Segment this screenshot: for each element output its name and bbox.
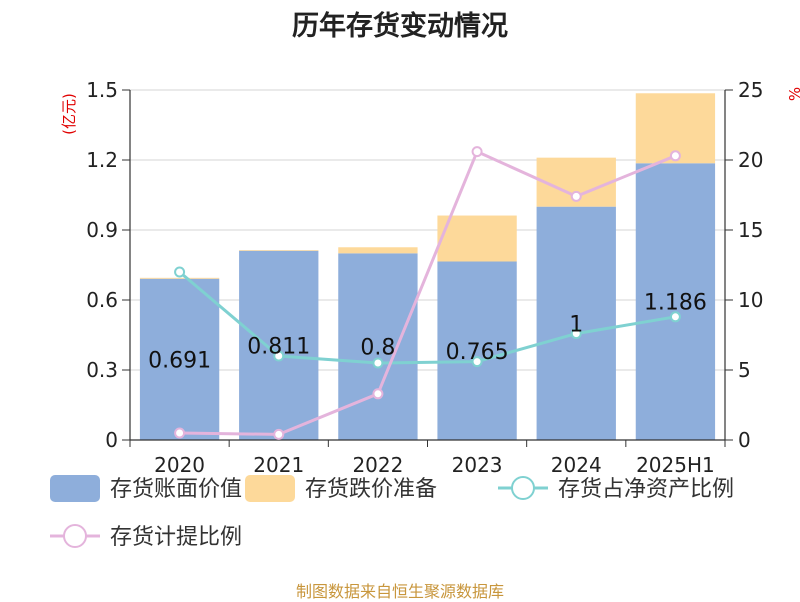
y-left-tick-label: 0.6	[86, 288, 118, 312]
y-left-unit: (亿元)	[60, 93, 78, 135]
point-net-asset-ratio	[471, 356, 483, 368]
point-provision-ratio	[372, 388, 384, 400]
bar-impairment	[139, 277, 220, 279]
y-right-tick-label: 0	[738, 428, 751, 452]
legend-swatch	[245, 475, 295, 502]
point-provision-ratio	[471, 146, 483, 158]
point-provision-ratio	[669, 150, 681, 162]
line-provision-ratio	[179, 149, 676, 436]
point-net-asset-ratio	[570, 328, 582, 340]
point-net-asset-ratio	[669, 311, 681, 323]
legend-marker	[511, 476, 535, 500]
bar-layer	[139, 93, 716, 440]
source-note: 制图数据来自恒生聚源数据库	[295, 582, 504, 601]
legend-label: 存货跌价准备	[305, 477, 437, 502]
data-label: 0.691	[148, 348, 211, 373]
bar-impairment	[239, 250, 319, 251]
data-label: 0.8	[360, 336, 395, 361]
axis-layer: 0 0.3 0.6 0.9 1.2 1.5 0 5 10 15 20 25 2020 2021 2022 20…	[60, 78, 800, 477]
point-provision-ratio	[174, 427, 186, 439]
line-net-asset-ratio	[178, 270, 676, 365]
bar-book-value	[239, 250, 319, 440]
x-tick-label: 2022	[352, 453, 403, 477]
label-layer: 0.691 0.811 0.8 0.765 1 1.186	[148, 291, 707, 374]
y-left-tick-label: 1.2	[86, 148, 118, 172]
y-right-unit: %	[786, 87, 800, 101]
x-tick-label: 2020	[154, 453, 205, 477]
bar-book-value	[338, 253, 418, 440]
y-right-tick-label: 10	[738, 288, 763, 312]
y-left-tick-label: 1.5	[86, 78, 118, 102]
y-left-tick-label: 0	[105, 428, 118, 452]
bar-book-value	[635, 163, 716, 440]
legend-marker	[63, 524, 87, 548]
x-tick-label: 2025H1	[636, 453, 715, 477]
point-provision-ratio	[570, 190, 582, 202]
chart-title: 历年存货变动情况	[292, 11, 508, 42]
y-left-tick-label: 0.3	[86, 358, 118, 382]
legend-label: 存货占净资产比例	[558, 477, 734, 502]
point-net-asset-ratio	[273, 350, 285, 362]
bar-book-value	[536, 206, 616, 440]
bar-impairment	[437, 215, 517, 262]
legend-label: 存货计提比例	[110, 525, 242, 550]
data-label: 1	[569, 312, 583, 337]
legend-label: 存货账面价值	[110, 477, 242, 502]
y-right-tick-label: 15	[738, 218, 763, 242]
y-left-tick-label: 0.9	[86, 218, 118, 242]
data-label: 0.765	[446, 340, 509, 365]
x-tick-label: 2023	[452, 453, 503, 477]
bar-book-value	[139, 278, 220, 440]
x-tick-label: 2021	[253, 453, 304, 477]
data-label: 0.811	[247, 334, 310, 359]
point-provision-ratio	[273, 428, 285, 440]
bar-book-value	[437, 261, 517, 440]
data-label: 1.186	[644, 291, 707, 316]
point-net-asset-ratio	[372, 357, 384, 369]
x-tick-label: 2024	[551, 453, 602, 477]
legend-swatch	[50, 475, 100, 502]
bar-impairment	[338, 247, 418, 254]
point-net-asset-ratio	[174, 266, 186, 278]
y-right-tick-label: 20	[738, 148, 763, 172]
y-right-tick-label: 25	[738, 78, 763, 102]
line-layer	[174, 146, 681, 440]
y-right-tick-label: 5	[738, 358, 751, 382]
